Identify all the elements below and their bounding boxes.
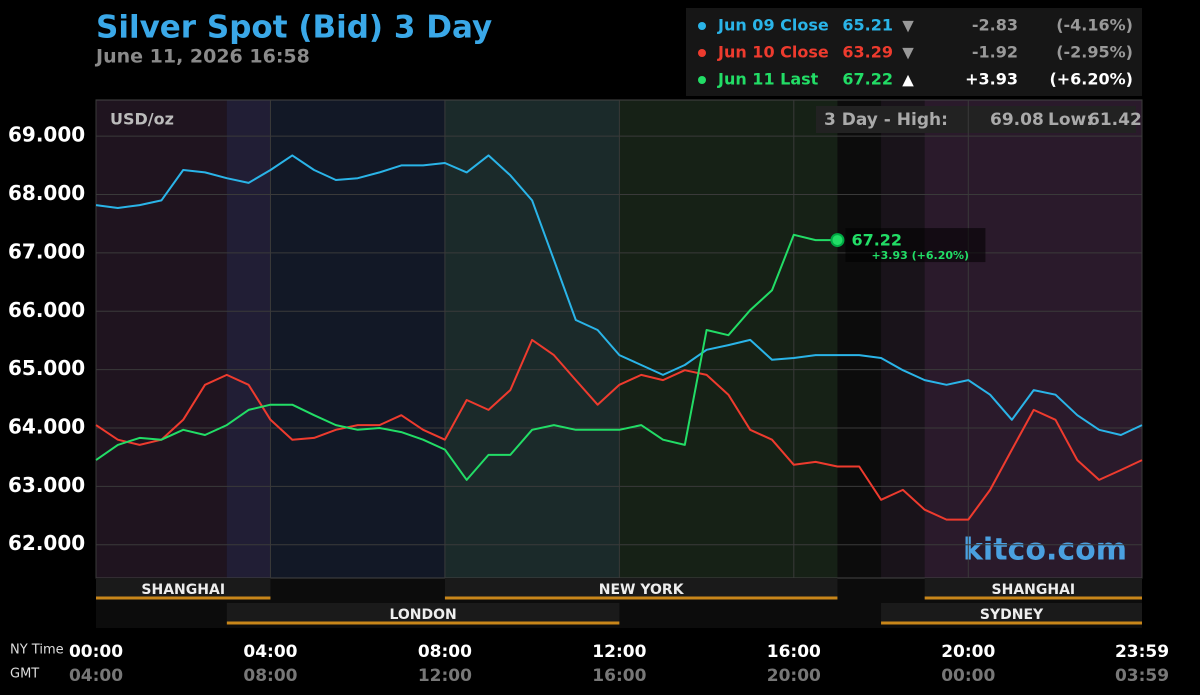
session-band — [96, 578, 271, 598]
annotation-value: 67.22 — [851, 231, 902, 250]
x2-axis-label: GMT — [10, 667, 39, 682]
session-band — [881, 603, 1142, 623]
range-low: 61.42 — [1088, 110, 1142, 130]
session-label: SYDNEY — [980, 607, 1044, 623]
y-tick-label: 62.000 — [8, 531, 85, 555]
session-band — [226, 603, 620, 623]
x2-tick-label: 04:00 — [69, 666, 123, 686]
series-line — [95, 154, 1143, 436]
legend-change-pct: (-4.16%) — [1056, 16, 1133, 35]
range-box — [816, 106, 1136, 133]
series-line — [95, 233, 838, 481]
y-tick-label: 67.000 — [8, 239, 85, 263]
watermark: kitco.com — [963, 533, 1127, 568]
last-point — [830, 233, 845, 248]
legend-change: +3.93 — [965, 70, 1018, 89]
legend-close: 63.29 — [842, 43, 893, 62]
legend-direction: ▼ — [902, 17, 914, 35]
legend-marker — [698, 76, 706, 84]
legend-change-pct: (+6.20%) — [1049, 70, 1133, 89]
legend-change: -2.83 — [972, 16, 1018, 35]
session-background — [881, 100, 1142, 578]
session-band — [444, 578, 838, 598]
legend-direction: ▲ — [902, 71, 914, 89]
legend-label: Jun 09 Close — [717, 16, 829, 35]
range-low-label: Low: — [1048, 110, 1093, 130]
x2-tick-label: 20:00 — [767, 666, 821, 686]
session-background — [226, 100, 620, 578]
x2-tick-label: 08:00 — [243, 666, 297, 686]
x-tick-label: 20:00 — [941, 642, 995, 662]
x2-tick-label: 12:00 — [418, 666, 472, 686]
legend-change: -1.92 — [972, 43, 1018, 62]
y-tick-label: 66.000 — [8, 298, 85, 322]
legend-change-pct: (-2.95%) — [1056, 43, 1133, 62]
session-label: LONDON — [389, 607, 456, 623]
legend-marker — [698, 22, 706, 30]
series-line — [95, 338, 1143, 521]
session-band — [924, 578, 1142, 598]
annotation-box — [845, 228, 986, 263]
legend-label: Jun 11 Last — [717, 70, 819, 89]
x-tick-label: 12:00 — [592, 642, 646, 662]
x-axis-label: NY Time — [10, 643, 64, 658]
x-tick-label: 00:00 — [69, 642, 123, 662]
x-tick-label: 23:59 — [1115, 642, 1169, 662]
legend-marker — [698, 49, 706, 57]
session-background — [96, 100, 271, 578]
session-label: NEW YORK — [599, 582, 685, 598]
y-tick-label: 65.000 — [8, 356, 85, 380]
legend-direction: ▼ — [902, 44, 914, 62]
annotation-label: +3.93 (+6.20%) — [871, 249, 969, 262]
x2-tick-label: 16:00 — [592, 666, 646, 686]
y-tick-label: 68.000 — [8, 181, 85, 205]
y-tick-label: 63.000 — [8, 473, 85, 497]
x-tick-label: 08:00 — [418, 642, 472, 662]
session-background — [924, 100, 1142, 578]
unit-label: USD/oz — [110, 110, 174, 129]
legend-box — [686, 8, 1142, 96]
session-background — [444, 100, 838, 578]
chart-subtitle: June 11, 2026 16:58 — [94, 46, 310, 68]
y-tick-label: 64.000 — [8, 415, 85, 439]
legend-close: 67.22 — [842, 70, 893, 89]
y-tick-label: 69.000 — [8, 123, 85, 147]
chart-title: Silver Spot (Bid) 3 Day — [96, 10, 492, 46]
range-high: 69.08 — [990, 110, 1044, 130]
legend-close: 65.21 — [842, 16, 893, 35]
x-tick-label: 16:00 — [767, 642, 821, 662]
range-label: 3 Day - High: — [824, 110, 948, 130]
session-label: SHANGHAI — [992, 582, 1076, 598]
session-label: SHANGHAI — [141, 582, 225, 598]
x-tick-label: 04:00 — [243, 642, 297, 662]
x2-tick-label: 03:59 — [1115, 666, 1169, 686]
x2-tick-label: 00:00 — [941, 666, 995, 686]
legend-label: Jun 10 Close — [717, 43, 829, 62]
